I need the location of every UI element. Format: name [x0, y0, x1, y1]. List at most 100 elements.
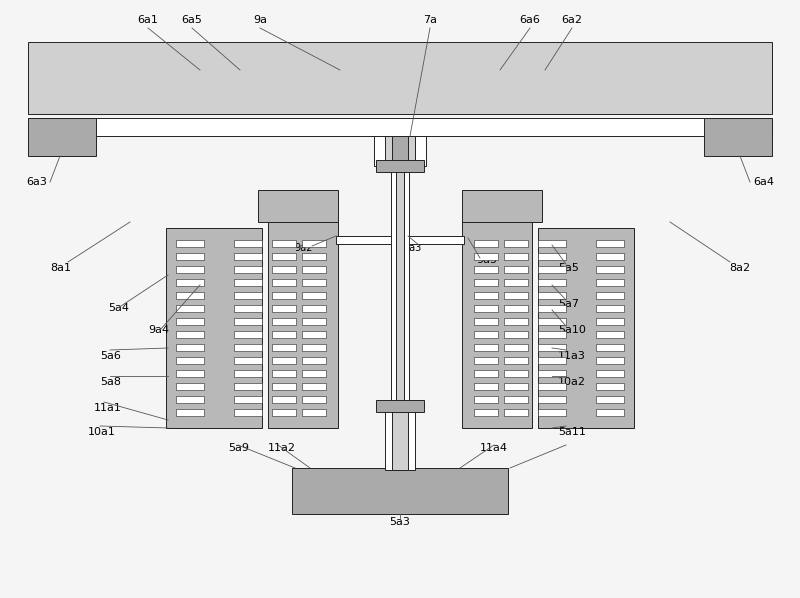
Bar [302, 396, 326, 403]
Bar [462, 190, 542, 222]
Bar [302, 318, 326, 325]
Bar [376, 400, 424, 412]
Bar [302, 253, 326, 260]
Text: 5a9: 5a9 [228, 443, 249, 453]
Bar [474, 409, 498, 416]
Bar [596, 292, 624, 299]
Bar [176, 396, 204, 403]
Bar [292, 468, 508, 514]
Text: 5a6: 5a6 [100, 351, 121, 361]
Bar [538, 228, 634, 428]
Bar [292, 468, 508, 514]
Bar [302, 409, 326, 416]
Bar [538, 409, 566, 416]
Bar [176, 357, 204, 364]
Bar [272, 305, 296, 312]
Bar [538, 344, 566, 351]
Bar [272, 370, 296, 377]
Bar [234, 370, 262, 377]
Text: 10a1: 10a1 [88, 427, 116, 437]
Text: 8a1: 8a1 [50, 263, 71, 273]
Text: 11a4: 11a4 [480, 443, 508, 453]
Bar [176, 253, 204, 260]
Bar [596, 279, 624, 286]
Bar [385, 136, 415, 166]
Bar [234, 383, 262, 390]
Bar [538, 305, 566, 312]
Bar [504, 344, 528, 351]
Bar [302, 344, 326, 351]
Bar [596, 253, 624, 260]
Text: 9a: 9a [253, 15, 267, 25]
Bar [538, 357, 566, 364]
Bar [268, 220, 338, 428]
Bar [336, 236, 392, 244]
Bar [385, 406, 415, 470]
Text: 6a5: 6a5 [182, 15, 202, 25]
Bar [234, 344, 262, 351]
Bar [504, 292, 528, 299]
Bar [462, 220, 532, 428]
Bar [176, 409, 204, 416]
Bar [408, 236, 464, 244]
Bar [504, 240, 528, 247]
Bar [272, 344, 296, 351]
Bar [234, 331, 262, 338]
Bar [176, 279, 204, 286]
Bar [504, 279, 528, 286]
Bar [392, 406, 408, 470]
Text: 10a2: 10a2 [558, 377, 586, 387]
Bar [272, 357, 296, 364]
Bar [234, 279, 262, 286]
Bar [596, 240, 624, 247]
Text: 6a4: 6a4 [753, 177, 774, 187]
Bar [504, 331, 528, 338]
Bar [28, 42, 772, 114]
Bar [391, 166, 409, 406]
Text: 11a1: 11a1 [94, 403, 122, 413]
Bar [596, 305, 624, 312]
Bar [272, 396, 296, 403]
Bar [538, 331, 566, 338]
Bar [176, 344, 204, 351]
Bar [504, 305, 528, 312]
Text: 9a5: 9a5 [476, 255, 497, 265]
Text: 6a2: 6a2 [562, 15, 582, 25]
Bar [392, 136, 408, 166]
Bar [176, 370, 204, 377]
Bar [474, 279, 498, 286]
Bar [28, 118, 96, 156]
Bar [234, 396, 262, 403]
Text: 5a3: 5a3 [390, 517, 410, 527]
Bar [166, 228, 262, 428]
Bar [504, 318, 528, 325]
Bar [504, 396, 528, 403]
Bar [474, 240, 498, 247]
Bar [302, 357, 326, 364]
Bar [272, 409, 296, 416]
Bar [538, 318, 566, 325]
Bar [234, 253, 262, 260]
Bar [538, 228, 634, 428]
Bar [462, 220, 532, 428]
Bar [176, 240, 204, 247]
Bar [302, 240, 326, 247]
Bar [272, 331, 296, 338]
Bar [234, 305, 262, 312]
Bar [538, 292, 566, 299]
Bar [302, 331, 326, 338]
Text: 9a2: 9a2 [295, 243, 313, 253]
Text: 5a10: 5a10 [558, 325, 586, 335]
Bar [272, 292, 296, 299]
Bar [474, 383, 498, 390]
Text: 11a2: 11a2 [268, 443, 296, 453]
Bar [596, 331, 624, 338]
Bar [272, 240, 296, 247]
Bar [474, 357, 498, 364]
Bar [234, 292, 262, 299]
Bar [302, 292, 326, 299]
Bar [596, 344, 624, 351]
Text: 6a1: 6a1 [138, 15, 158, 25]
Bar [272, 253, 296, 260]
Bar [474, 396, 498, 403]
